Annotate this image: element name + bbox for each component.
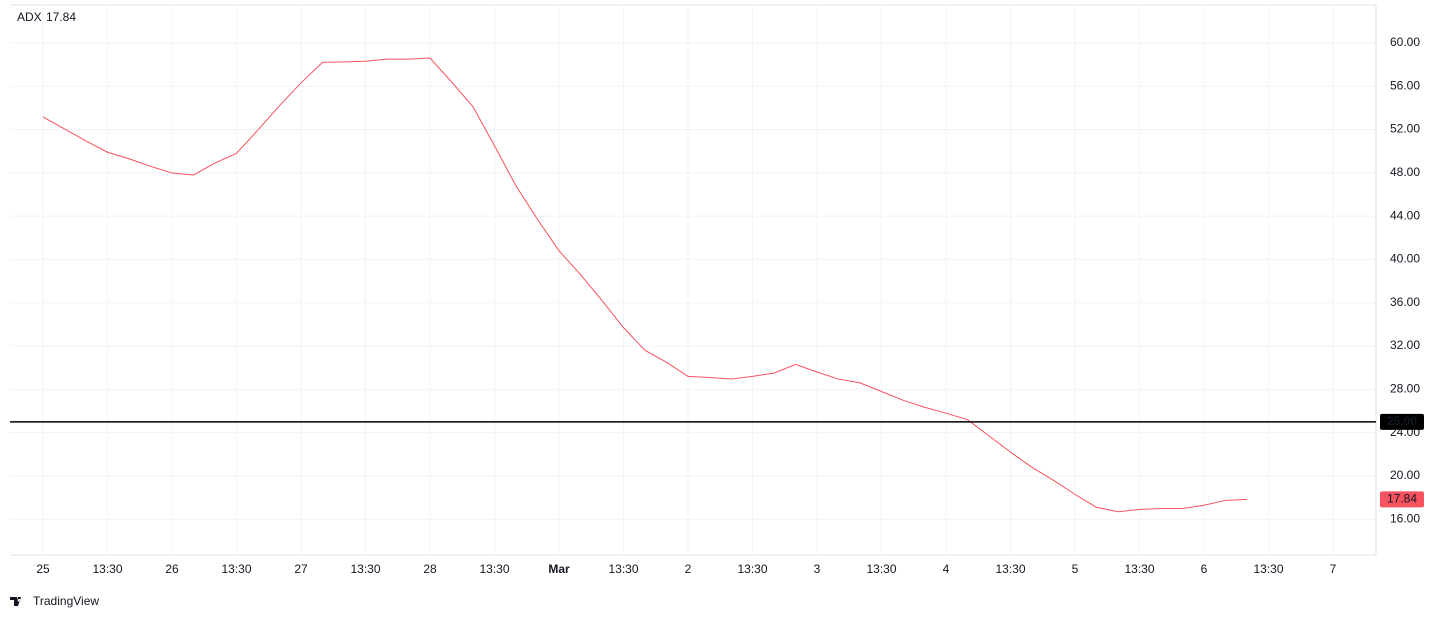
x-tick-label: 7 bbox=[1330, 562, 1337, 576]
x-tick-label: 13:30 bbox=[1124, 562, 1154, 576]
x-tick-label: 25 bbox=[36, 562, 50, 576]
level-label: 25.00 bbox=[1387, 414, 1417, 428]
series-line bbox=[42, 57, 1248, 513]
x-tick-label: 13:30 bbox=[92, 562, 122, 576]
x-tick-label: 26 bbox=[165, 562, 179, 576]
y-tick-label: 36.00 bbox=[1390, 295, 1420, 309]
y-tick-label: 20.00 bbox=[1390, 468, 1420, 482]
x-tick-label: 28 bbox=[423, 562, 437, 576]
x-tick-label: Mar bbox=[548, 562, 570, 576]
logo-mark bbox=[10, 597, 21, 606]
y-tick-label: 16.00 bbox=[1390, 511, 1420, 525]
x-tick-label: 2 bbox=[685, 562, 692, 576]
x-tick-label: 13:30 bbox=[608, 562, 638, 576]
y-tick-label: 40.00 bbox=[1390, 252, 1420, 266]
x-tick-label: 27 bbox=[294, 562, 308, 576]
x-tick-label: 13:30 bbox=[221, 562, 251, 576]
y-tick-label: 52.00 bbox=[1390, 122, 1420, 136]
x-tick-label: 13:30 bbox=[737, 562, 767, 576]
y-tick-label: 28.00 bbox=[1390, 382, 1420, 396]
y-tick-label: 56.00 bbox=[1390, 78, 1420, 92]
watermark: TradingView bbox=[33, 594, 99, 608]
x-tick-label: 5 bbox=[1072, 562, 1079, 576]
y-tick-label: 60.00 bbox=[1390, 35, 1420, 49]
legend-name: ADX bbox=[17, 10, 42, 24]
y-tick-label: 32.00 bbox=[1390, 338, 1420, 352]
x-tick-label: 13:30 bbox=[995, 562, 1025, 576]
x-tick-label: 3 bbox=[814, 562, 821, 576]
y-tick-label: 48.00 bbox=[1390, 165, 1420, 179]
x-tick-label: 13:30 bbox=[479, 562, 509, 576]
y-tick-label: 44.00 bbox=[1390, 208, 1420, 222]
grid bbox=[10, 5, 1376, 555]
level-label-box bbox=[1380, 413, 1424, 430]
last-value-label: 17.84 bbox=[1387, 492, 1417, 506]
legend-value: 17.84 bbox=[46, 10, 76, 24]
x-tick-label: 13:30 bbox=[1253, 562, 1283, 576]
x-tick-label: 4 bbox=[943, 562, 950, 576]
last-value-box bbox=[1380, 491, 1424, 508]
x-tick-label: 13:30 bbox=[350, 562, 380, 576]
x-tick-label: 6 bbox=[1201, 562, 1208, 576]
logo bbox=[10, 597, 21, 606]
x-tick-label: 13:30 bbox=[866, 562, 896, 576]
